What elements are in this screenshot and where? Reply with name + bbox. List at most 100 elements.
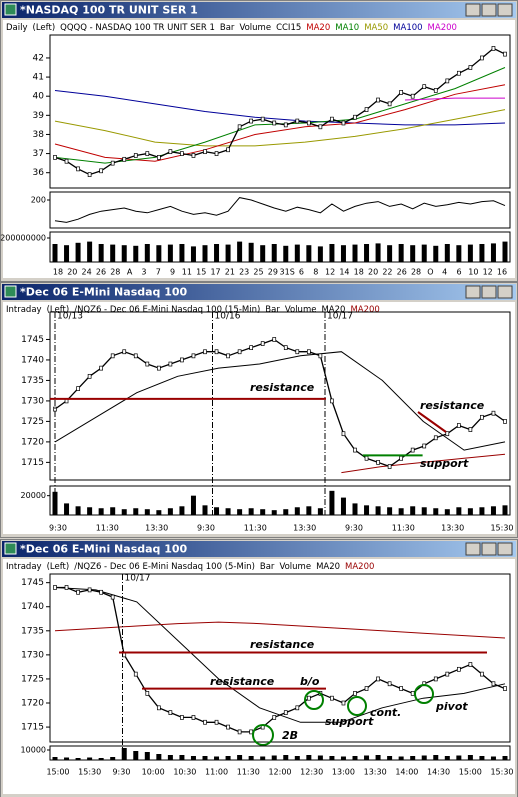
price-bar (168, 361, 173, 367)
volume-bar (87, 507, 93, 515)
price-line (54, 338, 506, 468)
price-bar (456, 666, 461, 672)
price-line (54, 47, 506, 176)
price-bar (203, 149, 207, 155)
minimize-button[interactable] (465, 3, 481, 17)
volume-bar (306, 245, 312, 262)
volume-bar (98, 758, 104, 760)
close-button[interactable] (497, 285, 513, 299)
volume-bar (121, 748, 127, 760)
volume-bar (237, 509, 243, 515)
close-button[interactable] (497, 3, 513, 17)
price-bar (226, 724, 230, 730)
price-bar (226, 147, 230, 153)
x-tick-label: 9:30 (197, 524, 215, 533)
price-bar (364, 107, 369, 112)
volume-bar (490, 243, 496, 262)
price-bar (283, 122, 288, 128)
maximize-button[interactable] (481, 542, 497, 556)
title-bar (2, 284, 516, 300)
moving-average (54, 90, 506, 126)
price-bar (353, 447, 357, 453)
x-tick-label: 15:30 (78, 768, 101, 777)
header-item: MA100 (393, 23, 422, 33)
maximize-button[interactable] (481, 3, 497, 17)
price-bar (376, 97, 380, 103)
x-tick-label: 13:00 (332, 768, 355, 777)
volume-bar (317, 246, 323, 262)
volume-bar (156, 754, 162, 760)
volume-bar (283, 755, 289, 760)
price-bar (295, 349, 300, 355)
price-bar (272, 337, 277, 342)
header-item: CCI15 (276, 23, 301, 33)
x-tick-label: 9 (170, 268, 175, 277)
volume-bar (456, 245, 462, 262)
price-bar (110, 594, 115, 600)
close-button[interactable] (497, 542, 513, 556)
volume-bar (410, 245, 416, 262)
price-bar (53, 585, 57, 590)
x-tick-label: 22 (382, 268, 392, 277)
y-tick-label: 41 (33, 73, 44, 83)
price-bar (237, 349, 242, 355)
volume-bar (375, 243, 381, 262)
session-date: 10/16 (215, 312, 241, 322)
price-bar (433, 88, 438, 93)
minimize-button[interactable] (465, 285, 481, 299)
price-bar (306, 349, 311, 355)
volume-bar (214, 756, 220, 760)
y-tick-label: 36 (33, 168, 45, 178)
chart-header: Intraday (Left) /NQZ6 - Dec 06 E-Mini Nasd… (6, 562, 374, 572)
x-tick-label: 31S (280, 268, 295, 277)
x-tick-label: 11:30 (237, 768, 260, 777)
price-bar (122, 156, 127, 162)
x-tick-label: 15 (196, 268, 206, 277)
y-tick-label: 1725 (21, 417, 44, 427)
price-bar (191, 153, 196, 158)
header-item: Daily (6, 23, 28, 33)
volume-bar (352, 244, 358, 262)
volume-bar (456, 507, 462, 515)
y-tick-label: 1730 (21, 650, 44, 660)
price-bar (422, 84, 427, 89)
window-title: *Dec 06 E-Mini Nasdaq 100 (20, 543, 188, 556)
price-bar (468, 662, 473, 667)
volume-bar (121, 245, 127, 262)
x-tick-label: 8 (313, 268, 318, 277)
x-tick-label: 21 (225, 268, 235, 277)
indicator-line (54, 197, 506, 223)
price-bar (318, 353, 323, 359)
price-bar (433, 676, 438, 682)
volume-bar (352, 503, 358, 515)
x-tick-label: 17 (210, 268, 220, 277)
volume-bar (110, 757, 116, 760)
indicator-pane (49, 745, 511, 761)
volume-bar (237, 241, 243, 262)
price-bar (133, 353, 138, 359)
volume-bar (398, 244, 404, 262)
volume-bar (190, 246, 196, 262)
volume-bar (121, 509, 127, 515)
price-bar (468, 65, 473, 70)
price-bar (445, 78, 450, 84)
y-tick-label: 1715 (21, 723, 44, 733)
price-bar (272, 715, 277, 720)
header-item: MA10 (335, 23, 359, 33)
volume-bar (283, 245, 289, 262)
y-tick-label: 1715 (21, 458, 44, 468)
price-bar (214, 151, 219, 156)
chart-window: *Dec 06 E-Mini Nasdaq 100 Intraday (Left) /… (0, 282, 518, 538)
volume-bar (110, 244, 116, 262)
volume-bar (75, 506, 81, 515)
price-bar (399, 455, 404, 461)
maximize-button[interactable] (481, 285, 497, 299)
price-bar (180, 715, 184, 720)
price-pane (49, 34, 511, 189)
volume-bar (444, 244, 450, 262)
minimize-button[interactable] (465, 542, 481, 556)
title-bar (2, 541, 516, 557)
price-bar (364, 455, 369, 461)
y-tick-label: 1720 (21, 699, 44, 709)
header-item: Bar (260, 562, 275, 572)
